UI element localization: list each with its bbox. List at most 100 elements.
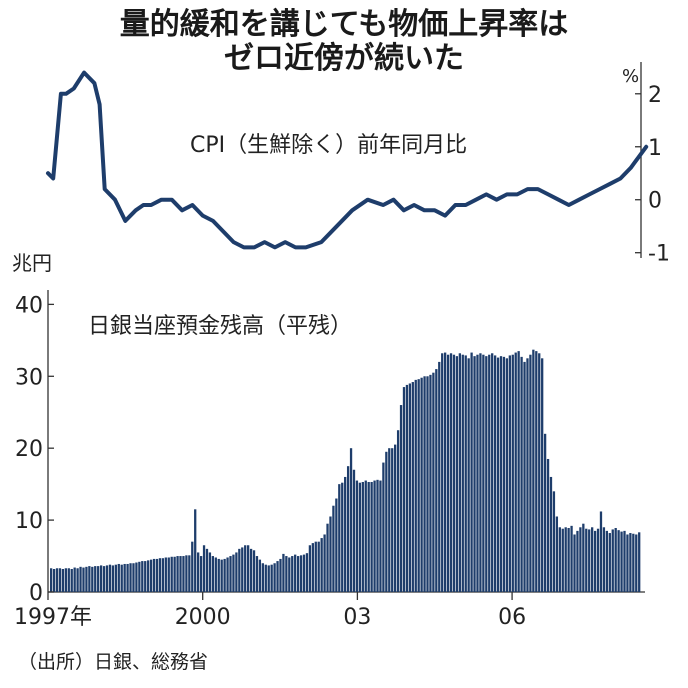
bar: [570, 525, 573, 592]
bar: [541, 358, 544, 592]
bar: [144, 561, 147, 592]
bar: [123, 563, 126, 592]
bar: [608, 533, 611, 592]
bar: [576, 530, 579, 592]
bar: [214, 557, 217, 592]
bar: [593, 530, 597, 592]
bar: [523, 361, 526, 592]
bar: [505, 358, 509, 592]
bar: [558, 527, 561, 592]
bar: [282, 553, 285, 592]
bar: [435, 369, 438, 592]
bar: [611, 529, 614, 592]
bar: [355, 480, 359, 592]
bar: [323, 534, 326, 592]
bar: [291, 556, 294, 592]
bar: [408, 383, 412, 592]
bar: [255, 556, 259, 592]
bar: [482, 354, 485, 592]
bar: [155, 558, 159, 592]
bar: [520, 356, 523, 592]
cpi-y-tick-label: 0: [648, 189, 662, 214]
bar: [138, 561, 141, 592]
bar: [82, 567, 85, 592]
bar: [52, 568, 56, 592]
bar: [197, 552, 200, 592]
bar: [194, 509, 197, 592]
bar: [320, 538, 323, 592]
bar: [326, 523, 329, 592]
bar: [458, 353, 461, 592]
cpi-y-tick-label: -1: [648, 242, 670, 267]
bar: [420, 377, 423, 592]
bar: [582, 523, 585, 592]
bar: [311, 543, 314, 592]
bar-x-tick-label: 1997年: [14, 605, 92, 630]
bar: [449, 353, 453, 592]
bar: [564, 527, 567, 592]
bar: [388, 448, 391, 592]
bar: [264, 564, 267, 592]
bar: [391, 448, 394, 592]
chart-title-line2: ゼロ近傍が続いた: [224, 41, 464, 76]
bar: [411, 382, 414, 592]
bar: [158, 558, 162, 592]
bar: [552, 491, 556, 592]
bar: [470, 352, 473, 592]
bar: [299, 555, 303, 592]
cpi-chart-label: CPI（生鮮除く）前年同月比: [190, 133, 467, 158]
cpi-y-tick-label: 2: [648, 83, 662, 108]
bar: [596, 528, 600, 592]
bar: [526, 358, 529, 592]
bar: [502, 356, 506, 592]
bar: [252, 550, 256, 592]
bar: [361, 481, 364, 592]
bar: [50, 568, 53, 592]
bar: [273, 563, 276, 592]
bar: [529, 354, 532, 592]
bar: [76, 568, 79, 592]
bar: [467, 358, 470, 592]
bar: [332, 505, 335, 592]
bar: [61, 568, 65, 592]
bar: [79, 566, 82, 592]
bar-series: [50, 349, 641, 592]
bar: [461, 354, 464, 592]
bar: [232, 554, 235, 592]
bar: [517, 351, 520, 592]
bar: [329, 516, 332, 592]
bar: [479, 353, 482, 592]
bar-unit-label: 兆円: [12, 251, 52, 275]
bar: [543, 433, 547, 592]
bar: [508, 355, 511, 592]
bar: [191, 541, 194, 592]
bar: [426, 376, 429, 592]
bar: [288, 557, 291, 592]
bar: [585, 528, 588, 592]
bar: [341, 482, 344, 592]
bar: [602, 527, 606, 592]
bar: [561, 528, 564, 592]
bar: [441, 353, 444, 592]
bar: [223, 558, 226, 592]
bar-y-tick-label: 10: [15, 509, 43, 534]
bar: [147, 560, 150, 592]
bar: [349, 448, 353, 592]
bar: [344, 476, 347, 592]
bar: [464, 355, 467, 592]
bar: [249, 548, 253, 592]
bar: [614, 528, 617, 592]
bar: [385, 451, 388, 592]
bar: [285, 556, 288, 592]
bar: [632, 533, 635, 592]
bar: [626, 534, 629, 592]
bar: [623, 530, 626, 592]
bar: [549, 476, 553, 592]
bar: [164, 557, 167, 592]
bar: [573, 534, 576, 592]
bar: [111, 565, 115, 592]
bar: [161, 558, 165, 592]
bar: [317, 541, 320, 592]
bar: [135, 562, 138, 592]
bar: [591, 527, 594, 592]
